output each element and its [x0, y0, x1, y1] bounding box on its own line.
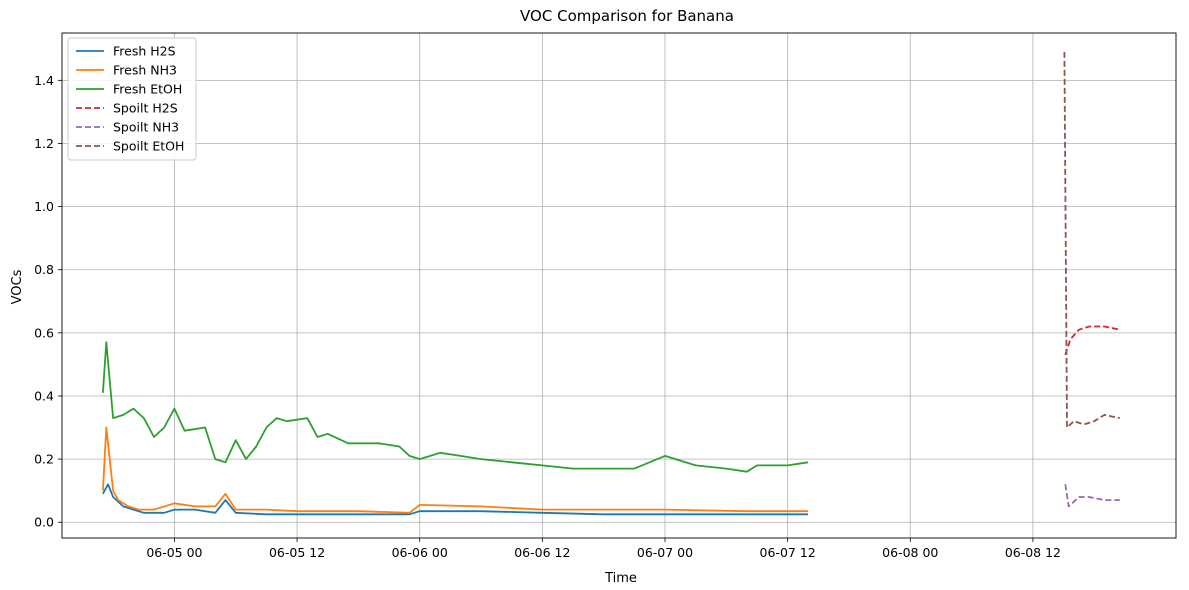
x-tick-label: 06-06 12 [514, 545, 570, 560]
y-tick-label: 0.0 [34, 515, 54, 530]
y-tick-label: 1.4 [34, 73, 54, 88]
x-axis-label: Time [604, 571, 637, 586]
plot-frame [61, 32, 1177, 539]
chart-title: VOC Comparison for Banana [520, 7, 734, 25]
legend-label: Spoilt NH3 [113, 120, 179, 135]
x-tick-label: 06-07 00 [637, 545, 693, 560]
legend-label: Spoilt H2S [113, 101, 178, 116]
series-line-fresh-etoh [102, 341, 809, 473]
series-line-fresh-h2s [102, 483, 809, 516]
legend-box [67, 37, 197, 161]
series-line-fresh-nh3 [102, 426, 809, 514]
y-tick-label: 0.4 [34, 388, 54, 403]
x-tick-label: 06-07 12 [760, 545, 816, 560]
series-lines [102, 51, 1120, 516]
legend-label: Spoilt EtOH [113, 139, 184, 154]
legend-label: Fresh EtOH [113, 82, 182, 97]
series-line-spoilt-h2s [1064, 325, 1120, 356]
y-tick-label: 0.2 [34, 452, 54, 467]
series-line-spoilt-etoh [1063, 51, 1120, 429]
x-tick-label: 06-08 12 [1005, 545, 1061, 560]
axis-ticks: 06-05 00 06-05 12 06-06 00 06-06 12 06-07 00… [34, 73, 1061, 560]
y-tick-label: 1.2 [34, 136, 54, 151]
y-tick-label: 1.0 [34, 199, 54, 214]
legend: Fresh H2S Fresh NH3 Fresh EtOH Spoilt H2S Sp… [67, 37, 197, 161]
y-tick-label: 0.8 [34, 262, 54, 277]
legend-label: Fresh NH3 [113, 63, 177, 78]
x-tick-label: 06-06 00 [392, 545, 448, 560]
y-tick-label: 0.6 [34, 325, 54, 340]
legend-label: Fresh H2S [113, 44, 176, 59]
y-axis-label: VOCs [10, 269, 25, 304]
x-tick-label: 06-08 00 [882, 545, 938, 560]
x-tick-label: 06-05 00 [146, 545, 202, 560]
series-line-spoilt-nh3 [1064, 484, 1120, 508]
x-tick-label: 06-05 12 [269, 545, 325, 560]
grid-lines [62, 33, 1176, 538]
